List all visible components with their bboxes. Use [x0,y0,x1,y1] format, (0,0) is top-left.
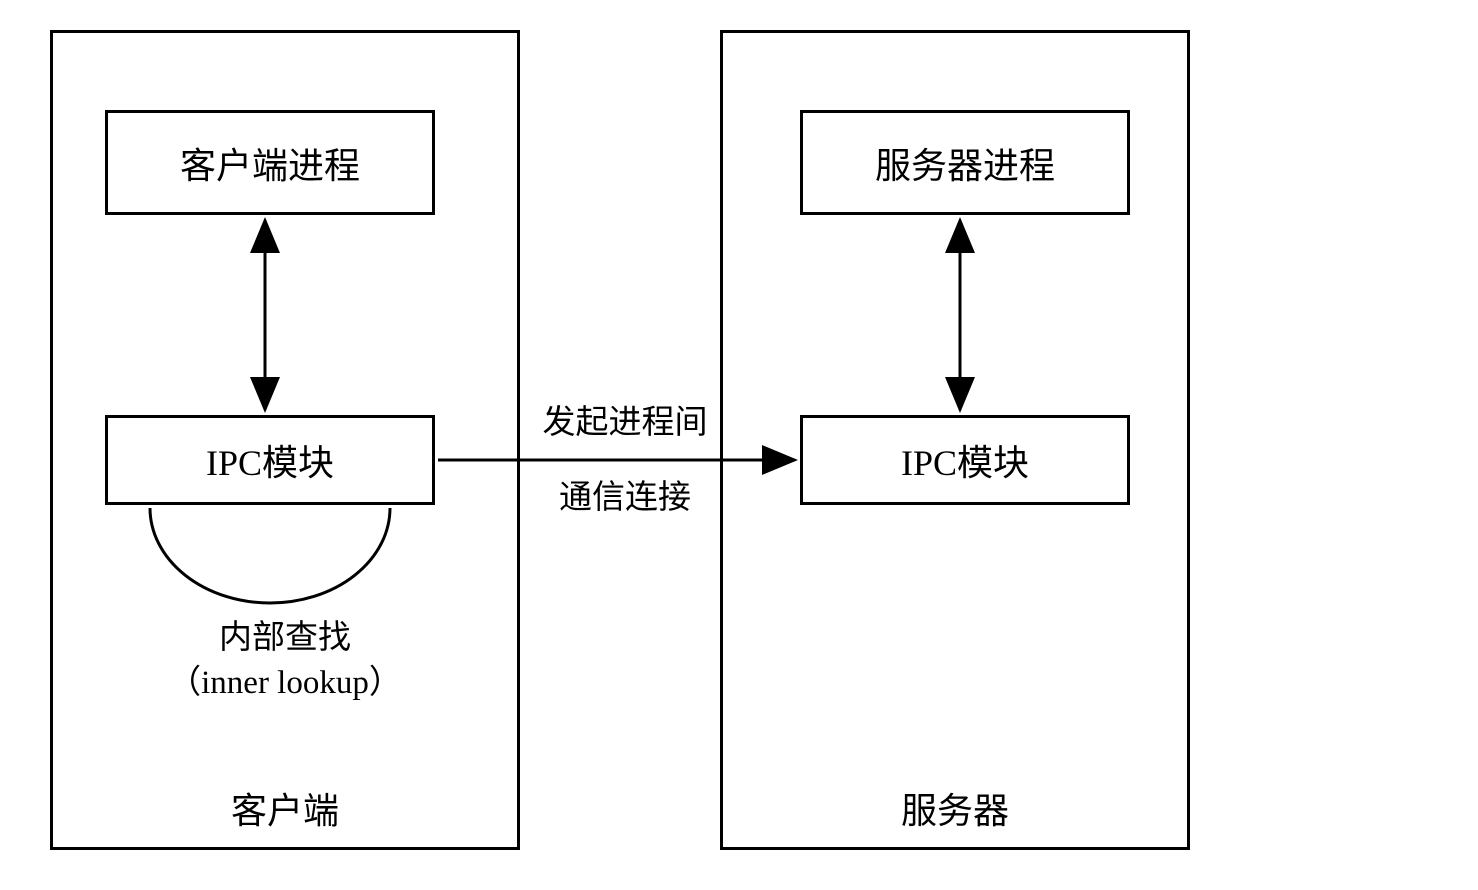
lookup-text-1: 内部查找 [219,620,351,656]
client-ipc-label: IPC模块 [206,434,334,486]
client-title-text: 客户端 [231,791,339,831]
server-title-text: 服务器 [901,791,1009,831]
server-process-box: 服务器进程 [800,110,1130,215]
client-process-box: 客户端进程 [105,110,435,215]
lookup-label-line2: （inner lookup） [50,655,520,703]
server-ipc-label: IPC模块 [901,434,1029,486]
connect-text-1: 发起进程间 [543,405,708,441]
lookup-text-2: （inner lookup） [168,665,402,701]
server-title: 服务器 [720,782,1190,834]
connect-label-line1: 发起进程间 [500,395,750,443]
client-ipc-box: IPC模块 [105,415,435,505]
server-process-label: 服务器进程 [875,137,1055,189]
client-process-label: 客户端进程 [180,137,360,189]
connect-text-2: 通信连接 [559,480,691,516]
connect-label-line2: 通信连接 [500,470,750,518]
lookup-label-line1: 内部查找 [50,610,520,658]
client-title: 客户端 [50,782,520,834]
server-ipc-box: IPC模块 [800,415,1130,505]
